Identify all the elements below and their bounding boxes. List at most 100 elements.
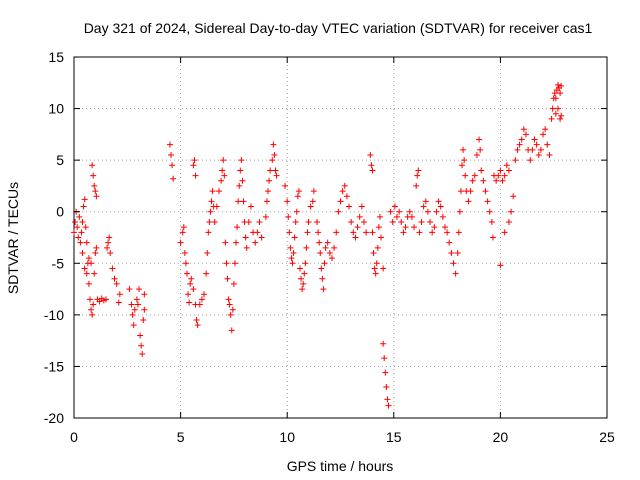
y-tick-label: 5 — [56, 152, 64, 168]
data-point — [554, 81, 561, 88]
data-point — [380, 340, 387, 347]
data-point — [549, 105, 556, 112]
data-point — [188, 275, 195, 282]
data-point — [252, 239, 259, 246]
data-point — [552, 110, 559, 117]
axis-ticks: 0 5 10 15 20 25 -20 -15 -10 -5 0 5 10 15 — [44, 49, 615, 445]
data-point — [369, 167, 376, 174]
data-point — [229, 306, 236, 313]
data-point — [222, 239, 229, 246]
data-point — [484, 198, 491, 205]
data-point — [356, 213, 363, 220]
data-point — [290, 249, 297, 256]
data-point — [224, 275, 231, 282]
data-point — [141, 291, 148, 298]
data-point — [522, 131, 529, 138]
data-point — [508, 208, 515, 215]
data-point — [469, 177, 476, 184]
data-point — [285, 213, 292, 220]
data-point — [331, 244, 338, 251]
data-point — [245, 219, 252, 226]
data-point — [354, 224, 361, 231]
data-point — [89, 162, 96, 169]
data-point — [102, 296, 109, 303]
data-point — [237, 167, 244, 174]
data-point — [385, 402, 392, 409]
data-point — [348, 219, 355, 226]
y-tick-label: -20 — [44, 410, 64, 426]
y-tick-label: 10 — [48, 101, 64, 117]
data-point — [141, 306, 148, 313]
data-point — [476, 136, 483, 143]
data-point — [240, 198, 247, 205]
data-point — [546, 151, 553, 158]
data-point — [106, 234, 113, 241]
data-point — [126, 286, 133, 293]
data-point — [540, 131, 547, 138]
data-point — [486, 208, 493, 215]
data-point — [269, 157, 276, 164]
data-point — [471, 172, 478, 179]
data-point — [439, 213, 446, 220]
data-point — [203, 270, 210, 277]
data-point — [190, 286, 197, 293]
data-point — [265, 188, 272, 195]
data-point — [205, 229, 212, 236]
data-point — [554, 105, 561, 112]
y-tick-label: -10 — [44, 307, 64, 323]
data-point — [396, 208, 403, 215]
data-point — [482, 188, 489, 195]
data-point — [387, 208, 394, 215]
data-point — [411, 224, 418, 231]
y-tick-label: -5 — [52, 255, 65, 271]
data-point — [558, 112, 565, 119]
data-point — [92, 249, 99, 256]
data-point — [227, 311, 234, 318]
data-point — [372, 270, 379, 277]
data-point — [389, 219, 396, 226]
data-point — [183, 270, 190, 277]
data-point — [373, 260, 380, 267]
data-point — [383, 384, 390, 391]
data-point — [79, 219, 86, 226]
data-point — [221, 172, 228, 179]
data-point — [337, 198, 344, 205]
data-point — [247, 203, 254, 210]
data-point — [418, 219, 425, 226]
data-point — [497, 167, 504, 174]
data-point — [83, 270, 90, 277]
data-point — [81, 196, 88, 203]
data-point — [527, 157, 534, 164]
data-point — [548, 115, 555, 122]
data-point — [91, 182, 98, 189]
data-point — [208, 198, 215, 205]
data-point — [74, 224, 81, 231]
data-point — [429, 229, 436, 236]
data-point — [393, 213, 400, 220]
data-point — [420, 203, 427, 210]
data-point — [215, 188, 222, 195]
data-point — [456, 208, 463, 215]
data-point — [369, 229, 376, 236]
data-point — [133, 296, 140, 303]
data-point — [231, 260, 238, 267]
data-point — [320, 286, 327, 293]
data-point — [370, 249, 377, 256]
data-point — [537, 146, 544, 153]
data-point — [181, 249, 188, 256]
data-point — [535, 151, 542, 158]
data-point — [316, 239, 323, 246]
data-point — [346, 203, 353, 210]
data-point — [91, 270, 98, 277]
data-point — [350, 229, 357, 236]
plot-frame — [73, 56, 608, 419]
data-point — [180, 224, 187, 231]
data-point — [318, 265, 325, 272]
data-point — [488, 219, 495, 226]
data-point — [402, 224, 409, 231]
data-point — [427, 219, 434, 226]
data-point — [497, 262, 504, 269]
data-point — [272, 167, 279, 174]
data-point — [186, 299, 193, 306]
data-point — [78, 229, 85, 236]
